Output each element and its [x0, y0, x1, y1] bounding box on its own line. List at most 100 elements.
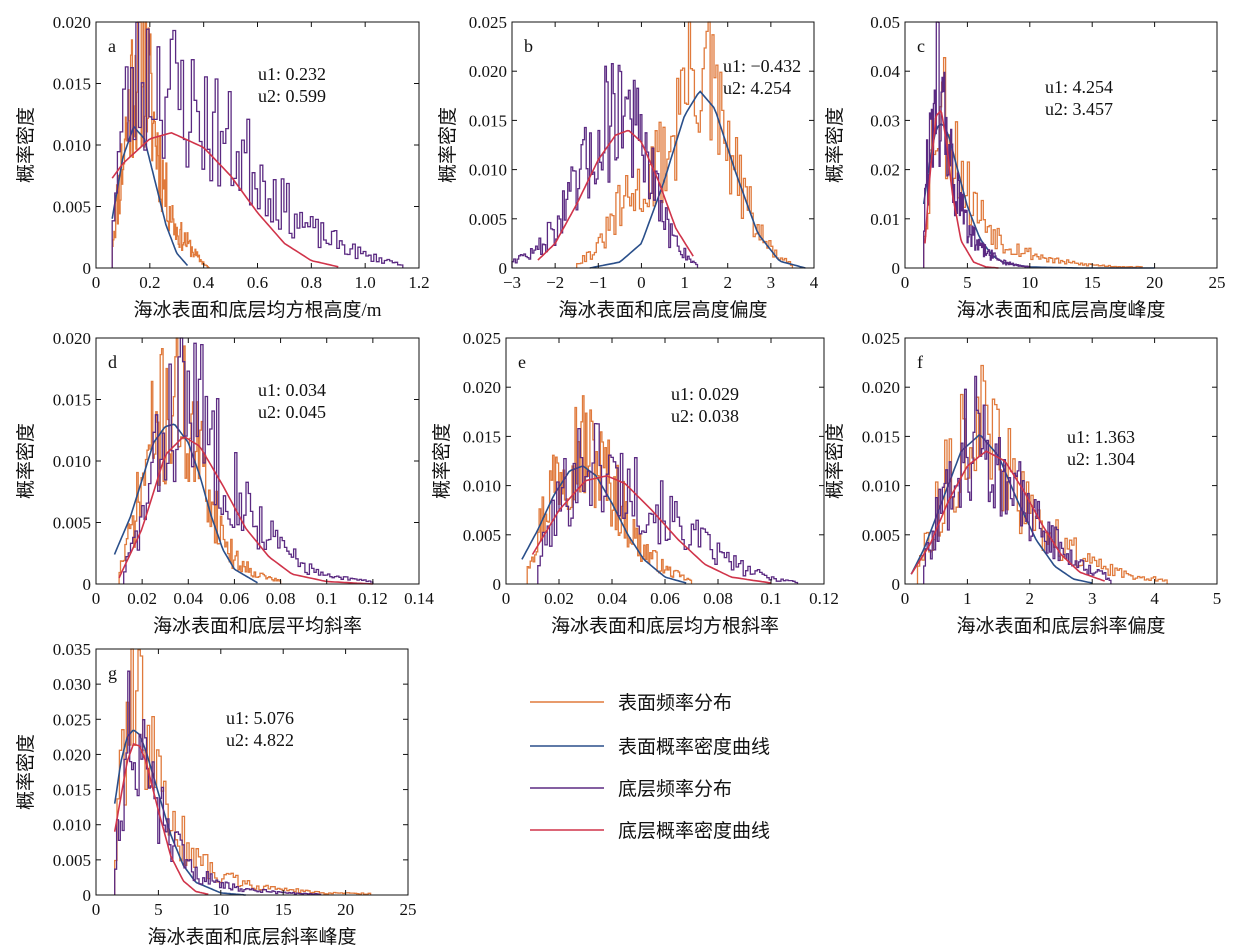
y-tick-label: 0.03: [870, 111, 900, 130]
y-tick-label: 0.010: [469, 161, 507, 180]
x-tick-label: 0.8: [301, 273, 322, 292]
series-c-bottom-hist: [923, 21, 1031, 268]
x-tick-label: 15: [1084, 273, 1101, 292]
panel-letter: a: [108, 36, 116, 56]
panel-letter: e: [518, 352, 526, 372]
x-tick-label: 0.1: [316, 589, 337, 608]
series-f-bottom-pdf: [910, 450, 1105, 582]
x-tick-label: 25: [400, 900, 417, 919]
x-tick-label: 0.1: [760, 589, 781, 608]
x-tick-label: 0.08: [703, 589, 733, 608]
x-tick-label: 0: [502, 589, 511, 608]
y-tick-label: 0.020: [53, 745, 91, 764]
x-tick-label: 0.6: [247, 273, 268, 292]
x-tick-label: 0.02: [544, 589, 574, 608]
y-tick-label: 0.035: [53, 640, 91, 659]
legend-item: 表面频率分布: [530, 692, 732, 714]
y-tick-label: 0.010: [862, 477, 900, 496]
x-tick-label: 0.12: [809, 589, 839, 608]
series-g-surface-pdf: [113, 729, 246, 896]
y-tick-label: 0.025: [469, 13, 507, 32]
series-a-bottom-hist: [111, 21, 404, 268]
x-tick-label: 0.04: [597, 589, 627, 608]
y-axis-label: 概率密度: [15, 107, 37, 183]
series-f-surface-hist: [916, 364, 1168, 584]
x-tick-label: −1: [589, 273, 607, 292]
legend-item: 底层频率分布: [530, 778, 732, 800]
y-tick-label: 0.005: [463, 526, 501, 545]
axes-frame-b: [511, 21, 815, 269]
axes-frame-c: [904, 21, 1218, 269]
y-tick-label: 0.015: [53, 781, 91, 800]
y-tick-label: 0.015: [53, 391, 91, 410]
series-g-surface-hist: [114, 648, 372, 895]
x-tick-label: 0: [901, 589, 910, 608]
stat-u1: u1: −0.432: [723, 56, 801, 76]
series-a-bottom-pdf: [111, 131, 339, 268]
series-e-surface-pdf: [521, 465, 687, 584]
y-tick-label: 0: [499, 259, 508, 278]
x-axis-label: 海冰表面和底层斜率偏度: [956, 615, 1165, 637]
legend-label: 表面频率分布: [618, 692, 732, 714]
stat-u2: u2: 0.038: [671, 406, 739, 426]
x-tick-label: 1.2: [408, 273, 429, 292]
y-tick-label: 0.005: [53, 851, 91, 870]
stat-u2: u2: 4.254: [723, 78, 791, 98]
x-tick-label: 0: [637, 273, 646, 292]
x-tick-label: 25: [1209, 273, 1226, 292]
x-tick-label: 0: [92, 273, 101, 292]
x-tick-label: 3: [767, 273, 776, 292]
x-tick-label: 0.06: [220, 589, 250, 608]
y-tick-label: 0.005: [862, 526, 900, 545]
stat-u2: u2: 0.045: [258, 402, 326, 422]
y-axis-label: 概率密度: [824, 423, 846, 499]
x-tick-label: 1: [963, 589, 972, 608]
stat-u1: u1: 1.363: [1067, 427, 1135, 447]
legend-item: 底层概率密度曲线: [530, 820, 770, 842]
stat-u1: u1: 0.034: [258, 380, 326, 400]
y-tick-label: 0.020: [53, 329, 91, 348]
x-tick-label: 0.14: [404, 589, 434, 608]
chart-panel-g: 0 5 10 15 20 25 0 0.005 0.010 0.015 0.020 0.025 0.03…: [15, 640, 417, 947]
x-tick-label: 1: [680, 273, 689, 292]
y-tick-label: 0.030: [53, 675, 91, 694]
chart-panel-d: 0 0.02 0.04 0.06 0.08 0.1 0.12 0.14 0 0.005 0.010 0…: [15, 329, 434, 637]
x-tick-label: −3: [503, 273, 521, 292]
y-tick-label: 0.025: [862, 329, 900, 348]
legend-label: 底层概率密度曲线: [618, 820, 770, 842]
y-tick-label: 0: [83, 259, 92, 278]
y-tick-label: 0: [83, 575, 92, 594]
axes-frame-f: [904, 337, 1218, 585]
stat-u2: u2: 4.822: [226, 730, 294, 750]
y-tick-label: 0: [83, 886, 92, 905]
x-tick-label: 0.4: [193, 273, 215, 292]
series-f-bottom-hist: [923, 375, 1112, 584]
y-tick-label: 0.01: [870, 210, 900, 229]
series-f-surface-pdf: [910, 434, 1093, 584]
x-tick-label: 5: [1213, 589, 1222, 608]
y-tick-label: 0.015: [469, 111, 507, 130]
y-tick-label: 0.020: [463, 378, 501, 397]
series-d-surface-pdf: [113, 423, 258, 584]
legend-label: 底层频率分布: [618, 778, 732, 800]
y-axis-label: 概率密度: [431, 423, 453, 499]
y-tick-label: 0: [892, 575, 901, 594]
y-tick-label: 0.02: [870, 161, 900, 180]
x-axis-label: 海冰表面和底层斜率峰度: [147, 926, 356, 947]
y-axis-label: 概率密度: [15, 734, 37, 810]
stat-u2: u2: 3.457: [1045, 99, 1113, 119]
y-tick-label: 0.015: [53, 75, 91, 94]
x-tick-label: 5: [963, 273, 972, 292]
y-tick-label: 0.005: [53, 514, 91, 533]
x-tick-label: 0.04: [173, 589, 203, 608]
series-a-surface-pdf: [111, 125, 189, 267]
series-c-bottom-pdf: [924, 109, 999, 269]
y-tick-label: 0.005: [53, 198, 91, 217]
x-tick-label: 4: [810, 273, 819, 292]
series-b-bottom-hist: [511, 63, 699, 268]
series-e-bottom-pdf: [531, 475, 772, 584]
panel-letter: c: [917, 36, 925, 56]
stat-u2: u2: 1.304: [1067, 449, 1135, 469]
